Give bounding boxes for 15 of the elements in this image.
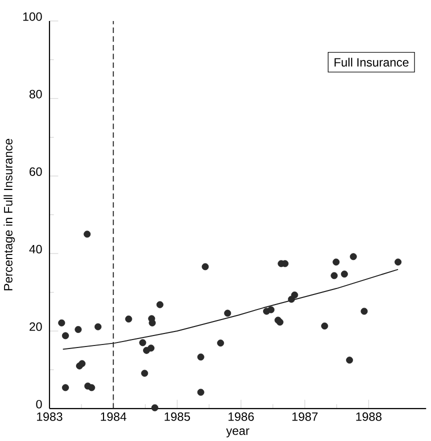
- x-tick-label: 1988: [356, 412, 382, 421]
- annotation: Full Insurance: [334, 58, 408, 67]
- x-tick-label: 1983: [37, 412, 62, 421]
- y-tick-label: 0: [36, 400, 42, 408]
- x-tick-label: 1987: [292, 412, 318, 421]
- y-tick-label: 80: [30, 90, 42, 98]
- y-tick-label: 20: [30, 322, 42, 331]
- y-tick-label: 40: [29, 244, 42, 254]
- x-axis-title: year: [226, 428, 250, 438]
- y-axis-title: Percentage in Full Insurance: [4, 138, 15, 290]
- y-tick-label: 100: [23, 12, 42, 21]
- x-tick-label: 1986: [228, 412, 254, 421]
- x-tick-label: 1985: [164, 412, 190, 421]
- x-tick-label: 1984: [100, 412, 126, 421]
- y-tick-label: 60: [30, 167, 42, 176]
